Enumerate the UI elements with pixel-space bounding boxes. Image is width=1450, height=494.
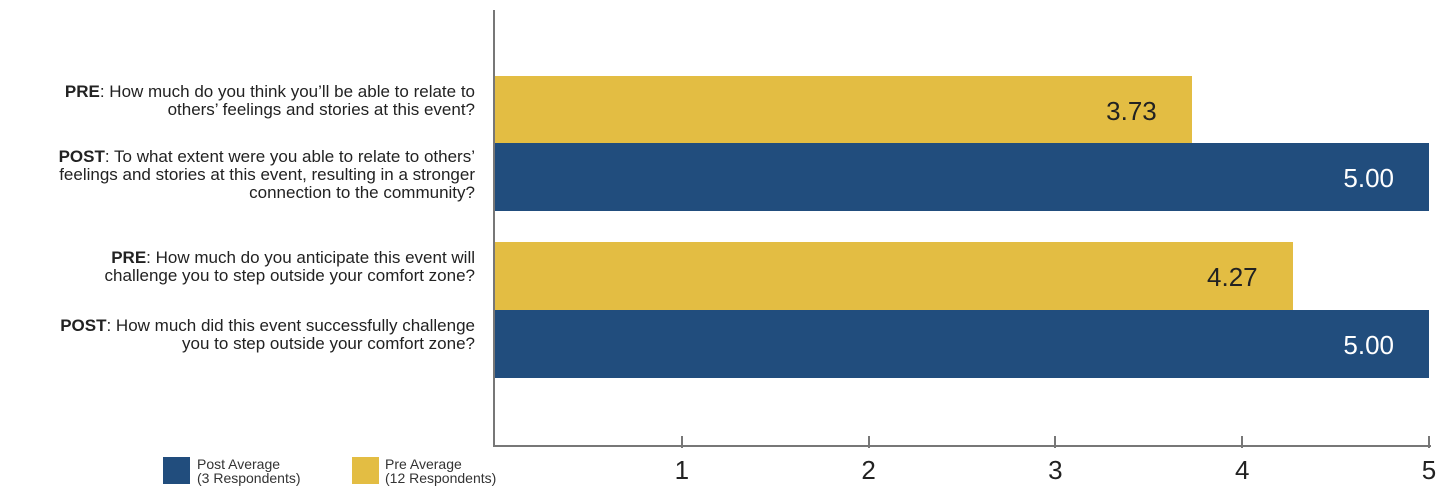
bar-value-label: 4.27 bbox=[1153, 262, 1258, 293]
legend-label-pre: Pre Average (12 Respondents) bbox=[385, 457, 496, 485]
x-tick-label: 3 bbox=[1035, 455, 1075, 486]
x-tick-mark bbox=[1054, 436, 1056, 448]
legend-label-post: Post Average (3 Respondents) bbox=[197, 457, 301, 485]
bar-value-label: 5.00 bbox=[1289, 330, 1394, 361]
x-tick-mark bbox=[681, 436, 683, 448]
legend-swatch-pre bbox=[352, 457, 379, 484]
bar-value-label: 5.00 bbox=[1289, 163, 1394, 194]
legend-swatch-post bbox=[163, 457, 190, 484]
bar-category-label: PRE: How much do you think you’ll be abl… bbox=[65, 83, 475, 119]
x-tick-mark bbox=[1428, 436, 1430, 448]
x-tick-mark bbox=[1241, 436, 1243, 448]
bar-category-label: POST: How much did this event successful… bbox=[60, 317, 475, 353]
x-tick-label: 4 bbox=[1222, 455, 1262, 486]
x-tick-mark bbox=[868, 436, 870, 448]
bar-value-label: 3.73 bbox=[1052, 96, 1157, 127]
x-tick-label: 1 bbox=[662, 455, 702, 486]
x-axis-line bbox=[493, 445, 1431, 447]
x-tick-label: 5 bbox=[1409, 455, 1449, 486]
bar-category-label: PRE: How much do you anticipate this eve… bbox=[105, 249, 475, 285]
x-tick-label: 2 bbox=[849, 455, 889, 486]
bar-category-label: POST: To what extent were you able to re… bbox=[59, 148, 475, 202]
